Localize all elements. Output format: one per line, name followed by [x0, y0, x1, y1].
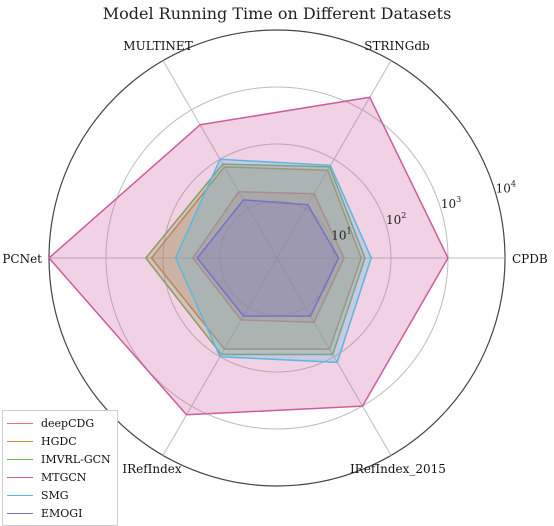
- legend-item: deepCDG: [7, 414, 113, 432]
- tick-label: 103: [441, 195, 461, 211]
- legend-label: MTGCN: [41, 470, 87, 484]
- series-hgdc: [150, 166, 362, 350]
- legend-swatch: [7, 494, 33, 496]
- legend-swatch: [7, 440, 33, 442]
- grid-spoke: [276, 257, 392, 456]
- axis-label-pcnet: PCNet: [2, 252, 42, 266]
- radar-labels: CPDB STRINGdb MULTINET PCNet IRefIndex IRefIn…: [2, 39, 548, 476]
- legend-label: SMG: [41, 488, 69, 502]
- series-imvrl-gcn: [145, 163, 366, 356]
- legend-swatch: [7, 422, 33, 424]
- legend-label: IMVRL-GCN: [41, 452, 111, 466]
- legend-swatch: [7, 512, 33, 514]
- legend: deepCDG HGDC IMVRL-GCN MTGCN SMG EMOGI: [2, 410, 118, 526]
- series-mtgcn: [48, 96, 449, 416]
- legend-swatch: [7, 458, 33, 460]
- legend-swatch: [7, 476, 33, 478]
- series-smg: [174, 158, 372, 364]
- legend-item: SMG: [7, 486, 113, 504]
- legend-item: IMVRL-GCN: [7, 450, 113, 468]
- legend-label: HGDC: [41, 434, 77, 448]
- legend-item: EMOGI: [7, 504, 113, 522]
- chart-title: Model Running Time on Different Datasets: [102, 4, 452, 23]
- tick-label: 102: [386, 211, 406, 227]
- tick-label: 101: [331, 227, 351, 243]
- tick-label: 104: [496, 179, 516, 195]
- axis-label-stringdb: STRINGdb: [364, 39, 430, 53]
- grid-spoke: [276, 60, 392, 259]
- axis-label-cpdb: CPDB: [512, 252, 548, 266]
- legend-label: EMOGI: [41, 506, 83, 520]
- legend-label: deepCDG: [41, 416, 95, 430]
- radar-series: [48, 96, 449, 416]
- axis-label-irefindex: IRefIndex: [122, 462, 182, 476]
- series-emogi: [196, 199, 340, 317]
- series-deepcdg: [192, 190, 345, 323]
- radar-grid: [48, 29, 506, 487]
- axis-label-multinet: MULTINET: [123, 39, 192, 53]
- legend-item: HGDC: [7, 432, 113, 450]
- axis-label-irefindex-2015: IRefIndex_2015: [350, 462, 446, 476]
- legend-item: MTGCN: [7, 468, 113, 486]
